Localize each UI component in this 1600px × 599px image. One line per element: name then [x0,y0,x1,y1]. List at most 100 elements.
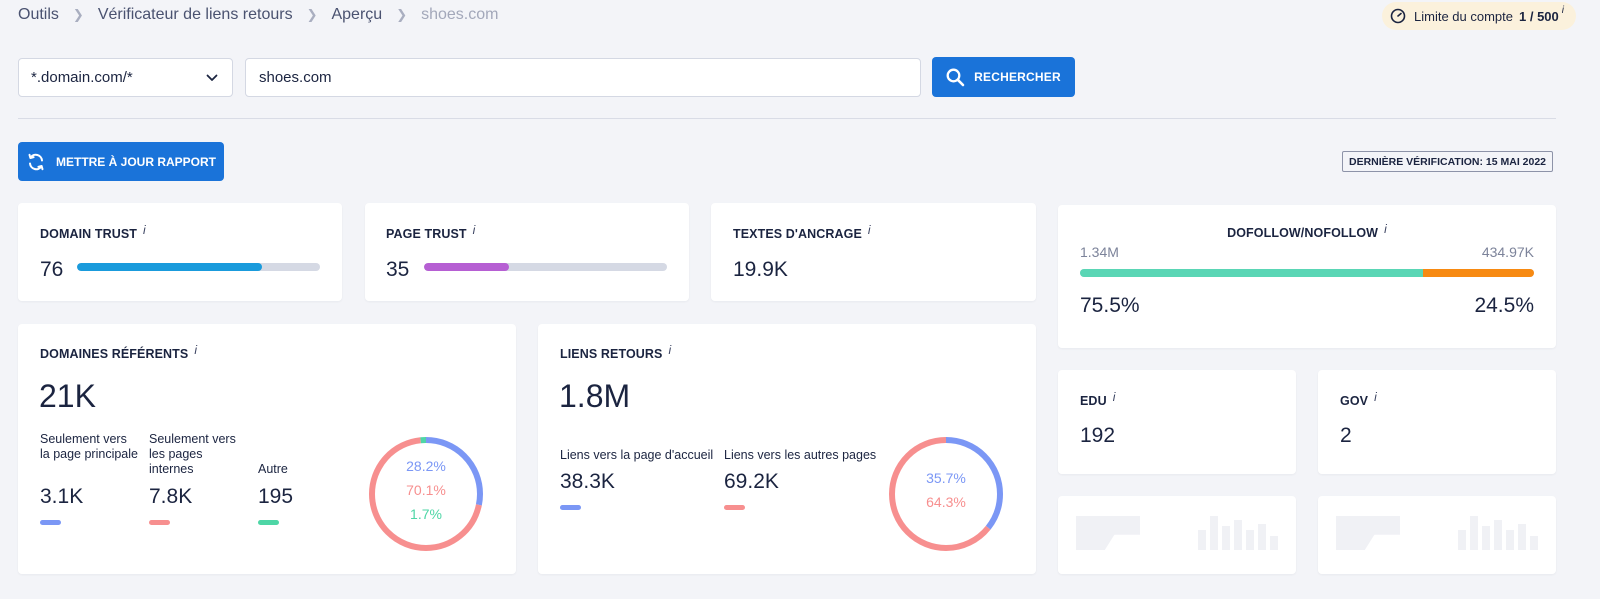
update-report-button[interactable]: METTRE À JOUR RAPPORT [18,142,224,181]
skeleton-shape [1506,530,1514,550]
skeleton-shape [1222,526,1230,550]
gov-value: 2 [1340,424,1352,447]
page-trust-card: PAGE TRUST i 35 [365,203,689,301]
skeleton-shape [1210,516,1218,550]
donut-label-other: 1.7% [410,506,442,522]
page-trust-bar [424,263,667,271]
info-icon[interactable]: i [1561,4,1564,16]
backlinks-title: LIENS RETOURS i [560,343,671,361]
loading-skeleton-card [1058,496,1296,574]
anchor-texts-value: 19.9K [733,258,788,281]
domain-trust-bar-fill [77,263,262,271]
info-icon[interactable]: i [668,343,672,357]
edu-title: EDU i [1080,390,1115,408]
search-button-label: RECHERCHER [974,70,1061,84]
referring-domains-title-text: DOMAINES RÉFÉRENTS [40,347,189,361]
breadcrumb: Outils ❯ Vérificateur de liens retours ❯… [18,6,498,24]
gov-card: GOV i 2 [1318,370,1556,474]
edu-card: EDU i 192 [1058,370,1296,474]
edu-value: 192 [1080,424,1116,447]
stat-label-main-page: Seulement vers la page principale [40,432,138,461]
last-check-badge: DERNIÈRE VÉRIFICATION: 15 MAI 2022 [1342,151,1554,172]
account-limit-value: 1 / 500 [1519,8,1559,24]
account-limit-badge: Limite du compte 1 / 500 i [1382,2,1576,30]
search-icon [946,68,965,86]
search-input[interactable] [245,58,921,97]
legend-swatch [149,520,170,525]
info-icon[interactable]: i [1112,390,1116,404]
divider [18,118,1556,119]
backlinks-value: 1.8M [559,378,631,414]
skeleton-shape [1530,536,1538,550]
legend-swatch [40,520,61,525]
domain-trust-title-text: DOMAIN TRUST [40,227,138,241]
breadcrumb-current: shoes.com [421,6,499,23]
referring-domains-card: DOMAINES RÉFÉRENTS i 21K Seulement vers l… [18,324,516,574]
dofollow-title: DOFOLLOW/NOFOLLOW i [1058,222,1556,240]
skeleton-shape [1458,530,1466,550]
dofollow-count: 1.34M [1080,244,1119,260]
info-icon[interactable]: i [143,223,146,237]
page-trust-title-text: PAGE TRUST [386,227,467,241]
nofollow-pct: 24.5% [1474,294,1534,317]
scope-select-value: *.domain.com/* [31,69,133,86]
dofollow-ratio-bar [1080,269,1534,277]
chevron-right-icon: ❯ [306,7,318,22]
domain-trust-value: 76 [40,258,64,281]
anchor-texts-title-text: TEXTES D'ANCRAGE [733,227,862,241]
chevron-right-icon: ❯ [72,7,84,22]
info-icon[interactable]: i [1384,222,1387,236]
skeleton-shape [1494,520,1502,550]
stat-label-other-pages-links: Liens vers les autres pages [724,448,877,462]
breadcrumb-item-backlink-checker[interactable]: Vérificateur de liens retours [97,6,293,23]
donut-label-other-pages-links: 64.3% [926,494,966,510]
skeleton-shape [1270,536,1278,550]
skeleton-shape [1198,530,1206,550]
page-trust-title: PAGE TRUST i [386,223,475,241]
skeleton-shape [1076,516,1140,550]
donut-label-main-page: 28.2% [406,458,446,474]
referring-domains-value: 21K [39,378,96,414]
breadcrumb-item-overview[interactable]: Aperçu [331,6,383,23]
backlinks-title-text: LIENS RETOURS [560,347,663,361]
anchor-texts-card: TEXTES D'ANCRAGE i 19.9K [711,203,1036,301]
info-icon[interactable]: i [1374,390,1377,404]
chevron-down-icon [206,74,218,81]
legend-swatch [258,520,279,525]
skeleton-shape [1246,530,1254,550]
dofollow-pct: 75.5% [1080,294,1140,317]
dofollow-bar-segment [1080,269,1423,277]
stat-value-other-pages-links: 69.2K [724,470,779,493]
nofollow-bar-segment [1422,269,1534,277]
loading-skeleton-card [1318,496,1556,574]
info-icon[interactable]: i [867,223,871,237]
page-trust-bar-fill [424,263,510,271]
breadcrumb-item-tools[interactable]: Outils [18,6,59,23]
info-icon[interactable]: i [194,343,198,357]
scope-select[interactable]: *.domain.com/* [18,58,233,97]
donut-label-internal-pages: 70.1% [406,482,446,498]
search-button[interactable]: RECHERCHER [932,57,1075,97]
skeleton-shape [1518,524,1526,550]
backlinks-donut [889,437,1003,551]
update-report-label: METTRE À JOUR RAPPORT [55,154,216,169]
domain-trust-card: DOMAIN TRUST i 76 [18,203,342,301]
edu-title-text: EDU [1080,394,1107,408]
refresh-icon [28,153,44,170]
stat-value-main-page: 3.1K [40,485,84,508]
anchor-texts-title: TEXTES D'ANCRAGE i [733,223,871,241]
skeleton-shape [1470,516,1478,550]
account-limit-label: Limite du compte [1414,8,1513,24]
stat-label-homepage-links: Liens vers la page d'accueil [560,448,714,462]
gov-title: GOV i [1340,390,1377,408]
stat-label-other: Autre [258,462,288,476]
skeleton-shape [1258,524,1266,550]
gauge-icon [1390,8,1406,24]
skeleton-shape [1336,516,1400,550]
dofollow-card: DOFOLLOW/NOFOLLOW i 1.34M 434.97K 75.5% 2… [1058,205,1556,348]
dofollow-title-text: DOFOLLOW/NOFOLLOW [1227,226,1379,240]
donut-label-homepage-links: 35.7% [926,470,966,486]
info-icon[interactable]: i [472,223,476,237]
gov-title-text: GOV [1340,394,1369,408]
stat-value-other: 195 [258,485,294,508]
